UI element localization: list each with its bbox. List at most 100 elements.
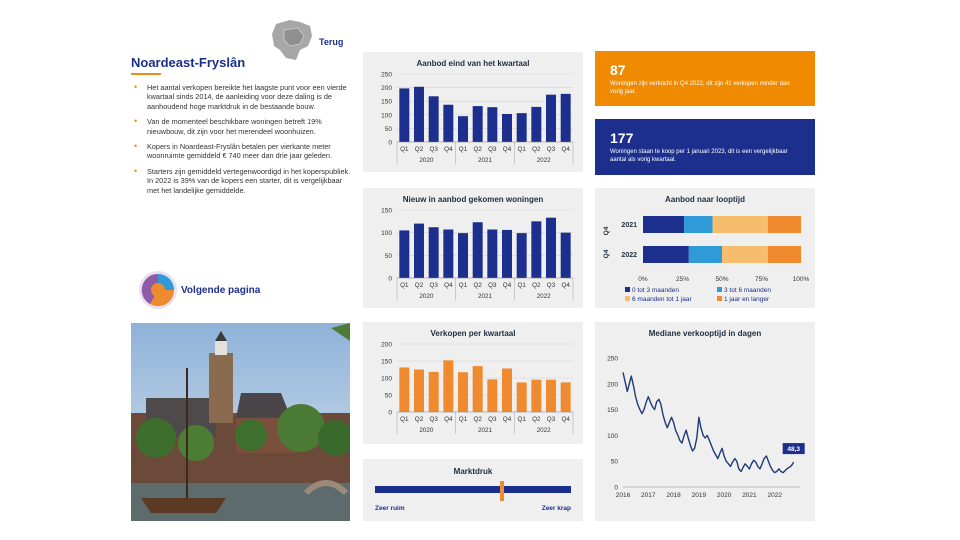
y-tick-label: 250	[607, 356, 618, 363]
bar	[502, 368, 512, 412]
bar	[428, 371, 439, 412]
next-page-button[interactable]: Volgende pagina	[138, 270, 288, 310]
group-label: Q4	[603, 249, 610, 258]
chart-mediane-verkooptijd: 0 50 100 150 200 250 2016 2017 2018 2019 2020 2021 2…	[607, 356, 805, 499]
year-label: 2021	[478, 293, 493, 300]
x-tick-label: 2022	[767, 492, 782, 499]
bullet-item: Het aantal verkopen bereikte het laagste…	[131, 83, 353, 111]
y-tick-label: 100	[381, 376, 392, 383]
y-tick-label: 100	[607, 433, 618, 440]
x-tick-label: Q2	[415, 416, 424, 423]
y-tick-label: 150	[607, 407, 618, 414]
stacked-segment	[684, 216, 713, 233]
key-findings-list: Het aantal verkopen bereikte het laagste…	[131, 83, 353, 201]
pie-chart-icon	[139, 271, 177, 309]
chart-title: Nieuw in aanbod gekomen woningen	[402, 195, 544, 204]
bar	[458, 233, 468, 278]
bar	[399, 367, 410, 412]
back-link[interactable]: Terug	[319, 37, 344, 47]
y-tick-label: 150	[381, 208, 392, 215]
x-tick-label: Q3	[429, 282, 438, 289]
category-label: 2021	[621, 222, 637, 229]
stacked-segment	[643, 216, 685, 233]
group-label: Q4	[603, 226, 610, 235]
year-label: 2021	[478, 157, 493, 164]
category-label: 2022	[621, 252, 637, 259]
y-tick-label: 100	[381, 230, 392, 237]
y-tick-label: 200	[381, 342, 392, 349]
next-page-label: Volgende pagina	[181, 285, 261, 296]
x-tick-label: Q2	[415, 282, 424, 289]
x-tick-label: Q1	[459, 146, 468, 153]
chart-nieuw-in-aanbod: 0 50 100 150 Q1 Q2 Q3 Q4 Q1 Q2 Q3 Q4 Q1 Q2 Q3 Q4 2020 202…	[381, 208, 574, 300]
bar	[414, 223, 424, 278]
kpi-card-te-koop: 177 Woningen staan te koop per 1 januari…	[595, 119, 815, 175]
panel-marktdruk: Marktdruk Zeer ruim Zeer krap	[363, 459, 583, 521]
bar	[472, 366, 483, 412]
legend-label: 6 maanden tot 1 jaar	[632, 296, 692, 303]
x-tick-label: 2016	[616, 492, 631, 499]
year-label: 2020	[419, 157, 434, 164]
x-tick-label: Q4	[503, 282, 512, 289]
x-tick-label: Q4	[444, 416, 453, 423]
bar	[546, 379, 556, 412]
bar	[487, 107, 498, 142]
bar	[443, 360, 454, 412]
legend-swatch	[717, 287, 722, 292]
x-tick-label: 2019	[692, 492, 707, 499]
stacked-segment	[712, 216, 768, 233]
x-tick-label: Q4	[561, 282, 570, 289]
x-tick-label: Q1	[400, 416, 409, 423]
chart-title: Mediane verkooptijd in dagen	[648, 329, 762, 338]
year-label: 2022	[537, 293, 552, 300]
marktdruk-bar	[375, 486, 571, 493]
x-tick-label: 2020	[717, 492, 732, 499]
x-tick-label: Q2	[532, 146, 541, 153]
panel-verkopen: Verkopen per kwartaal 0 50 100 150 200 Q1 Q2 Q3…	[363, 322, 583, 444]
y-tick-label: 0	[388, 276, 392, 283]
bar	[531, 106, 542, 142]
x-tick-label: Q1	[459, 416, 468, 423]
stacked-segment	[722, 246, 768, 263]
chart-title: Aanbod eind van het kwartaal	[416, 59, 530, 68]
data-label: 48,3	[787, 446, 800, 453]
marktdruk-left-label: Zeer ruim	[375, 505, 405, 512]
y-tick-label: 50	[385, 393, 393, 400]
x-tick-label: Q3	[547, 416, 556, 423]
x-tick-label: Q2	[473, 416, 482, 423]
bar	[516, 233, 527, 278]
y-tick-label: 200	[381, 85, 392, 92]
panel-looptijd: Aanbod naar looptijd Q4 Q4 2021 2022 0% 25% 50…	[595, 188, 815, 308]
bar	[502, 113, 512, 142]
bullet-item: Kopers in Noardeast-Fryslân betalen per …	[131, 142, 353, 161]
x-tick-label: Q2	[415, 146, 424, 153]
region-title-underline	[131, 73, 161, 75]
y-tick-label: 150	[381, 359, 392, 366]
province-map-icon[interactable]	[270, 18, 316, 62]
x-tick-label: Q1	[400, 282, 409, 289]
series-line	[622, 372, 795, 474]
bar	[399, 230, 410, 278]
x-tick-label: Q4	[503, 146, 512, 153]
legend-label: 1 jaar en langer	[724, 296, 770, 303]
panel-verkooptijd: Mediane verkooptijd in dagen 0 50 100 150 20…	[595, 322, 815, 521]
kpi-text: Woningen zijn verkocht in Q4 2022, dit z…	[610, 81, 790, 95]
bar	[560, 232, 571, 278]
x-tick-label: Q4	[561, 146, 570, 153]
year-label: 2022	[537, 157, 552, 164]
y-tick-label: 100	[381, 112, 392, 119]
chart-aanbod-naar-looptijd: Q4 Q4 2021 2022 0% 25% 50% 75% 100% 0 tot 3 maand…	[603, 216, 810, 303]
x-tick-label: Q3	[429, 146, 438, 153]
bar	[531, 221, 542, 278]
x-tick-label: Q4	[503, 416, 512, 423]
x-tick-label: Q1	[400, 146, 409, 153]
x-tick-label: Q2	[532, 416, 541, 423]
bar	[560, 93, 571, 142]
x-tick-label: Q1	[517, 282, 526, 289]
x-tick-label: Q1	[517, 416, 526, 423]
y-tick-label: 0	[614, 485, 618, 492]
stacked-segment	[688, 246, 722, 263]
bar	[443, 104, 454, 142]
kpi-card-verkocht: 87 Woningen zijn verkocht in Q4 2022, di…	[595, 51, 815, 106]
bar	[428, 227, 439, 278]
